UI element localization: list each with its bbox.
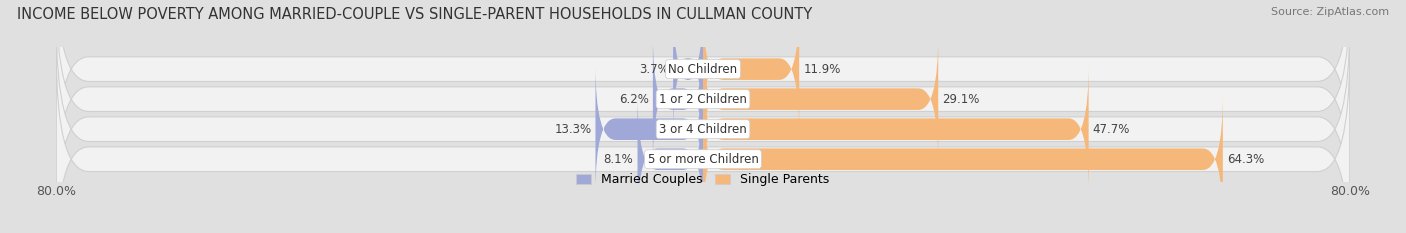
Text: 64.3%: 64.3%	[1227, 153, 1264, 166]
FancyBboxPatch shape	[56, 0, 1350, 177]
Text: 13.3%: 13.3%	[554, 123, 592, 136]
FancyBboxPatch shape	[703, 35, 938, 163]
Text: 11.9%: 11.9%	[803, 63, 841, 76]
FancyBboxPatch shape	[637, 95, 703, 223]
FancyBboxPatch shape	[596, 65, 703, 193]
Text: 6.2%: 6.2%	[619, 93, 648, 106]
FancyBboxPatch shape	[703, 5, 799, 133]
Legend: Married Couples, Single Parents: Married Couples, Single Parents	[576, 173, 830, 186]
Text: INCOME BELOW POVERTY AMONG MARRIED-COUPLE VS SINGLE-PARENT HOUSEHOLDS IN CULLMAN: INCOME BELOW POVERTY AMONG MARRIED-COUPL…	[17, 7, 813, 22]
Text: 5 or more Children: 5 or more Children	[648, 153, 758, 166]
Text: 3.7%: 3.7%	[640, 63, 669, 76]
Text: 8.1%: 8.1%	[603, 153, 634, 166]
FancyBboxPatch shape	[56, 0, 1350, 207]
Text: 3 or 4 Children: 3 or 4 Children	[659, 123, 747, 136]
Text: 29.1%: 29.1%	[942, 93, 980, 106]
Text: 1 or 2 Children: 1 or 2 Children	[659, 93, 747, 106]
FancyBboxPatch shape	[56, 21, 1350, 233]
Text: Source: ZipAtlas.com: Source: ZipAtlas.com	[1271, 7, 1389, 17]
FancyBboxPatch shape	[673, 5, 703, 133]
FancyBboxPatch shape	[56, 51, 1350, 233]
Text: 47.7%: 47.7%	[1092, 123, 1130, 136]
Text: No Children: No Children	[668, 63, 738, 76]
FancyBboxPatch shape	[703, 65, 1088, 193]
FancyBboxPatch shape	[703, 95, 1223, 223]
FancyBboxPatch shape	[652, 35, 703, 163]
